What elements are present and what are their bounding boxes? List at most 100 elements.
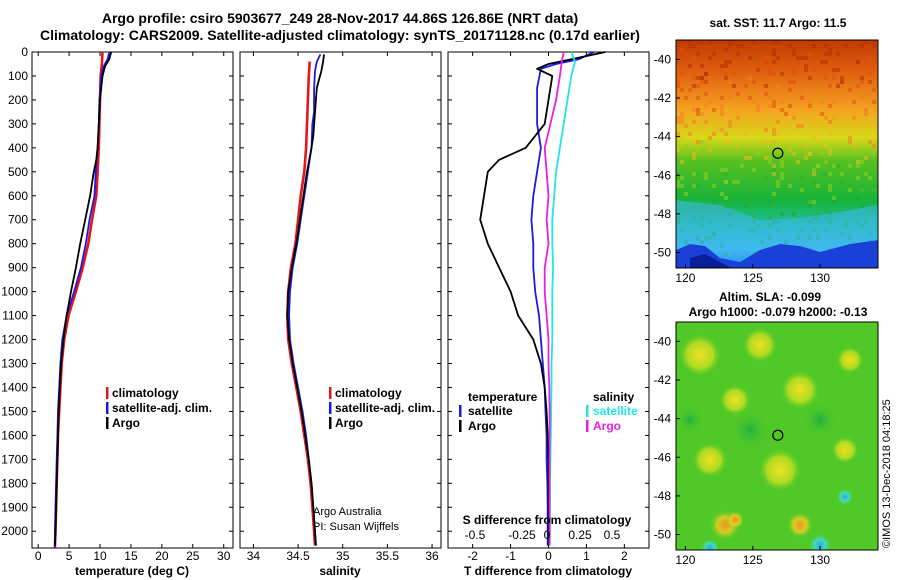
sst-pixel xyxy=(772,92,776,96)
sst-pixel xyxy=(792,80,796,84)
sst-pixel xyxy=(736,52,740,56)
sst-pixel xyxy=(688,88,692,92)
series-line xyxy=(543,51,565,546)
sst-pixel xyxy=(780,172,784,176)
sst-pixel xyxy=(788,88,792,92)
x-axis-label: salinity xyxy=(319,564,361,578)
sst-pixel xyxy=(676,148,680,152)
sst-pixel xyxy=(812,180,816,184)
sst-pixel xyxy=(808,204,812,208)
sst-pixel xyxy=(860,124,864,128)
x-tick-label: 35 xyxy=(336,549,350,563)
depth-axis: 0 100 200 300 400 500 600 700 800 900 1000 1100 1200… xyxy=(1,45,649,538)
sst-pixel xyxy=(708,148,712,152)
legend-label: climatology xyxy=(112,386,179,400)
sst-pixel xyxy=(872,144,876,148)
sst-pixel xyxy=(692,156,696,160)
sst-pixel xyxy=(836,120,840,124)
sst-pixel xyxy=(780,164,784,168)
sst-pixel xyxy=(868,140,872,144)
sst-pixel xyxy=(720,104,724,108)
sst-pixel xyxy=(712,132,716,136)
sst-pixel xyxy=(756,192,760,196)
depth-tick-label: 500 xyxy=(8,165,28,179)
sst-pixel xyxy=(696,40,700,44)
sst-pixel xyxy=(756,124,760,128)
profile-panel-3: -2 -1 0 1 2T difference from climatology xyxy=(464,51,632,578)
sst-pixel xyxy=(848,88,852,92)
map-lat-label: -46 xyxy=(654,450,672,464)
sst-pixel xyxy=(776,56,780,60)
sst-pixel xyxy=(720,96,724,100)
sst-pixel xyxy=(680,116,684,120)
sst-pixel xyxy=(732,200,736,204)
sst-pixel xyxy=(676,80,680,84)
sla-anomaly-blob xyxy=(836,346,864,374)
sst-pixel xyxy=(748,96,752,100)
sst-pixel xyxy=(820,152,824,156)
sla-anomaly-blob xyxy=(692,442,728,478)
sst-pixel xyxy=(772,172,776,176)
legend-label: satellite-adj. clim. xyxy=(112,401,212,415)
x-tick-label: 36 xyxy=(425,549,439,563)
sst-pixel xyxy=(768,104,772,108)
sst-pixel xyxy=(792,116,796,120)
x-tick-label-secondary: 0 xyxy=(544,528,551,542)
sst-pixel xyxy=(720,64,724,68)
sst-pixel xyxy=(720,112,724,116)
sst-pixel xyxy=(788,80,792,84)
map-lat-label: -50 xyxy=(654,246,672,260)
sst-pixel xyxy=(828,188,832,192)
sst-pixel xyxy=(820,100,824,104)
sst-pixel xyxy=(724,168,728,172)
sst-pixel xyxy=(748,76,752,80)
sst-pixel xyxy=(808,200,812,204)
sst-pixel xyxy=(772,128,776,132)
sst-pixel xyxy=(724,196,728,200)
sst-pixel xyxy=(696,96,700,100)
sst-pixel xyxy=(800,92,804,96)
sst-pixel xyxy=(724,48,728,52)
sst-pixel xyxy=(680,48,684,52)
depth-tick-label: 800 xyxy=(8,237,28,251)
x-tick-label: -2 xyxy=(467,549,478,563)
sst-pixel xyxy=(700,140,704,144)
sst-pixel xyxy=(868,176,872,180)
sst-pixel xyxy=(792,52,796,56)
sst-cold-core xyxy=(690,254,732,268)
sst-pixel xyxy=(768,56,772,60)
sla-anomaly-blob xyxy=(700,538,720,550)
sst-map-texture xyxy=(676,40,878,268)
sst-pixel xyxy=(736,44,740,48)
sst-pixel xyxy=(800,176,804,180)
legend-swatch xyxy=(106,402,109,414)
legend-swatch xyxy=(329,387,332,399)
sst-pixel xyxy=(732,180,736,184)
sst-pixel xyxy=(856,60,860,64)
sst-pixel xyxy=(792,212,796,216)
sst-pixel xyxy=(800,124,804,128)
sst-pixel xyxy=(692,172,696,176)
legend-swatch xyxy=(329,402,332,414)
sst-pixel xyxy=(772,40,776,44)
sst-map-frame xyxy=(675,39,879,269)
chart-title-line2: Climatology: CARS2009. Satellite-adjuste… xyxy=(40,27,640,43)
sst-pixel xyxy=(680,120,684,124)
depth-tick-label: 1200 xyxy=(1,333,28,347)
sst-pixel xyxy=(764,156,768,160)
sst-pixel xyxy=(804,152,808,156)
sst-pixel xyxy=(696,116,700,120)
sst-pixel xyxy=(824,60,828,64)
sst-pixel xyxy=(768,124,772,128)
sst-pixel xyxy=(832,148,836,152)
sst-pixel xyxy=(792,120,796,124)
sst-pixel xyxy=(708,40,712,44)
sst-cool-band xyxy=(676,200,878,262)
sst-pixel xyxy=(736,180,740,184)
sst-pixel xyxy=(812,68,816,72)
sst-pixel xyxy=(864,112,868,116)
sst-pixel xyxy=(788,104,792,108)
sst-pixel xyxy=(756,152,760,156)
